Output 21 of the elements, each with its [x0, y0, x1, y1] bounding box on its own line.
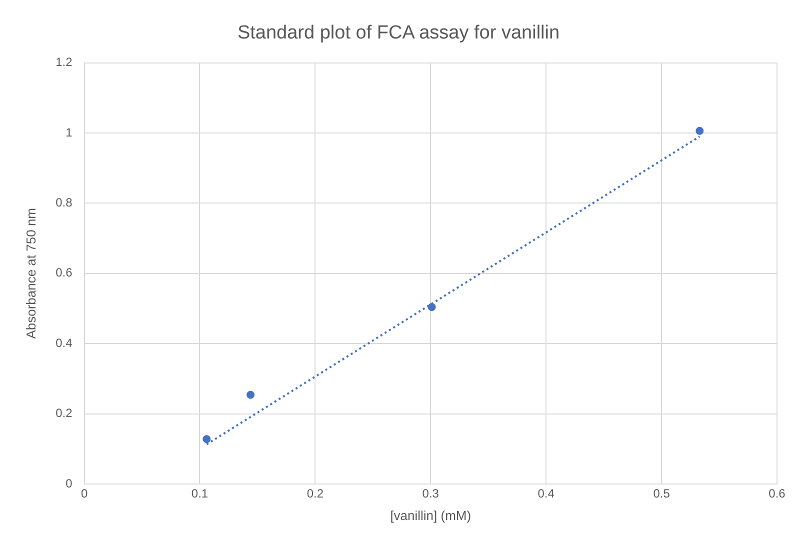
- y-axis-title: Absorbance at 750 nm: [23, 208, 38, 339]
- x-tick-label: 0.5: [653, 486, 670, 501]
- y-tick-label: 0.4: [56, 336, 73, 350]
- x-axis-title: [vanillin] (mM): [390, 508, 472, 523]
- point: [696, 126, 704, 135]
- x-tick-label: 0: [80, 486, 88, 501]
- point: [202, 435, 211, 444]
- point: [246, 390, 255, 399]
- x-tick-label: 0.3: [422, 486, 440, 501]
- y-tick-label: 0.6: [56, 266, 73, 280]
- y-tick-label: 0.2: [56, 406, 73, 420]
- y-tick-label: 1: [66, 125, 73, 140]
- y-tick-label: 1.2: [56, 55, 73, 70]
- y-tick-label: 0.8: [56, 196, 73, 210]
- point: [428, 303, 436, 312]
- x-tick-label: 0.4: [538, 486, 555, 501]
- x-tick-label: 0.2: [306, 486, 324, 501]
- chart-title: Standard plot of FCA assay for vanillin: [237, 22, 560, 44]
- x-tick-label: 0.6: [768, 486, 786, 501]
- y-tick-label: 0: [66, 476, 73, 490]
- x-tick-label: 0.1: [191, 486, 208, 501]
